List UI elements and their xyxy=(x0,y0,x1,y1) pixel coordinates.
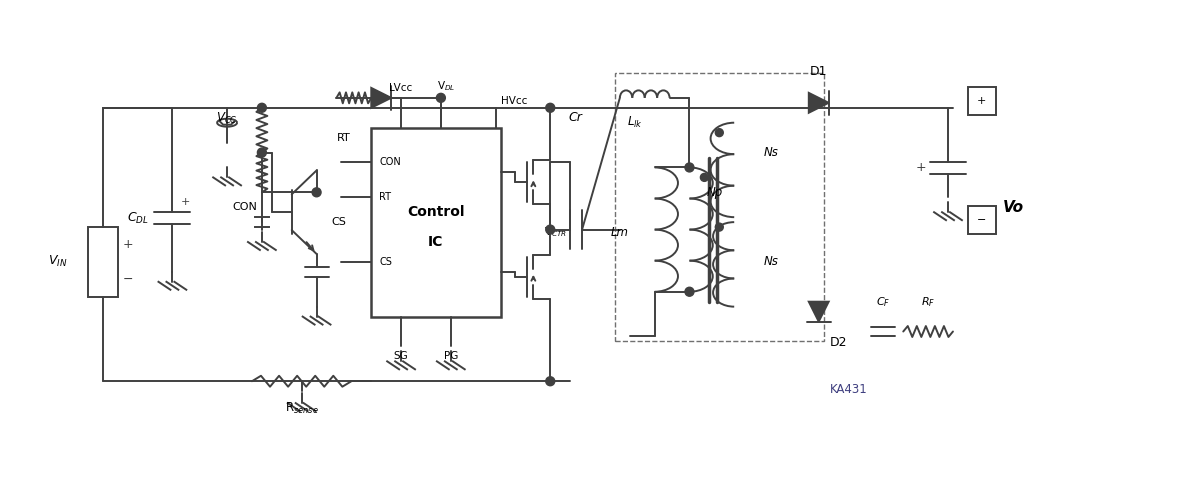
Bar xyxy=(371,127,501,316)
Bar xyxy=(968,206,995,234)
Text: V$_{CC}$: V$_{CC}$ xyxy=(216,111,238,125)
Circle shape xyxy=(312,188,321,197)
Text: IC: IC xyxy=(428,235,443,249)
Text: CS: CS xyxy=(332,217,346,227)
Circle shape xyxy=(716,129,723,137)
Text: Ns: Ns xyxy=(765,255,779,269)
Circle shape xyxy=(546,225,555,234)
Text: Control: Control xyxy=(407,205,465,219)
Text: V$_{CTR}$: V$_{CTR}$ xyxy=(543,225,567,239)
Text: +: + xyxy=(181,197,190,207)
Text: Np: Np xyxy=(706,186,723,199)
Text: HVcc: HVcc xyxy=(501,96,527,106)
Text: LVcc: LVcc xyxy=(390,83,413,93)
Polygon shape xyxy=(809,93,829,113)
Circle shape xyxy=(546,103,555,112)
Polygon shape xyxy=(809,302,829,322)
Circle shape xyxy=(546,377,555,386)
Bar xyxy=(968,87,995,115)
Text: −: − xyxy=(977,215,987,225)
Text: RT: RT xyxy=(336,133,351,143)
Circle shape xyxy=(257,103,266,112)
Text: R$_{F}$: R$_{F}$ xyxy=(921,295,936,308)
Circle shape xyxy=(685,163,694,172)
Polygon shape xyxy=(371,88,391,108)
Text: −: − xyxy=(122,274,133,286)
Text: +: + xyxy=(977,96,987,106)
Text: Lm: Lm xyxy=(611,225,629,239)
Text: +: + xyxy=(916,161,926,174)
Text: V$_{IN}$: V$_{IN}$ xyxy=(49,254,68,270)
Text: Cr: Cr xyxy=(568,111,583,124)
Circle shape xyxy=(436,93,446,102)
Text: L$_{lk}$: L$_{lk}$ xyxy=(627,115,643,130)
Text: D2: D2 xyxy=(830,337,848,349)
Circle shape xyxy=(257,148,266,157)
Text: CON: CON xyxy=(379,157,401,167)
Circle shape xyxy=(716,223,723,231)
Text: R$_{sense}$: R$_{sense}$ xyxy=(284,401,319,416)
Circle shape xyxy=(700,173,709,182)
Text: PG: PG xyxy=(443,351,458,362)
Bar xyxy=(615,73,824,341)
Circle shape xyxy=(685,287,694,296)
Text: C$_{DL}$: C$_{DL}$ xyxy=(126,211,149,226)
Text: +: + xyxy=(122,238,133,250)
Text: Ns: Ns xyxy=(765,146,779,159)
Text: RT: RT xyxy=(379,192,391,202)
Bar xyxy=(88,227,118,297)
Text: KA431: KA431 xyxy=(830,383,868,396)
Text: Vo: Vo xyxy=(1002,200,1024,215)
Text: D1: D1 xyxy=(810,65,828,78)
Text: CS: CS xyxy=(379,257,392,267)
Text: V$_{DL}$: V$_{DL}$ xyxy=(436,79,455,93)
Text: C$_{F}$: C$_{F}$ xyxy=(876,295,891,308)
Text: SG: SG xyxy=(394,351,409,362)
Text: CON: CON xyxy=(232,202,257,212)
